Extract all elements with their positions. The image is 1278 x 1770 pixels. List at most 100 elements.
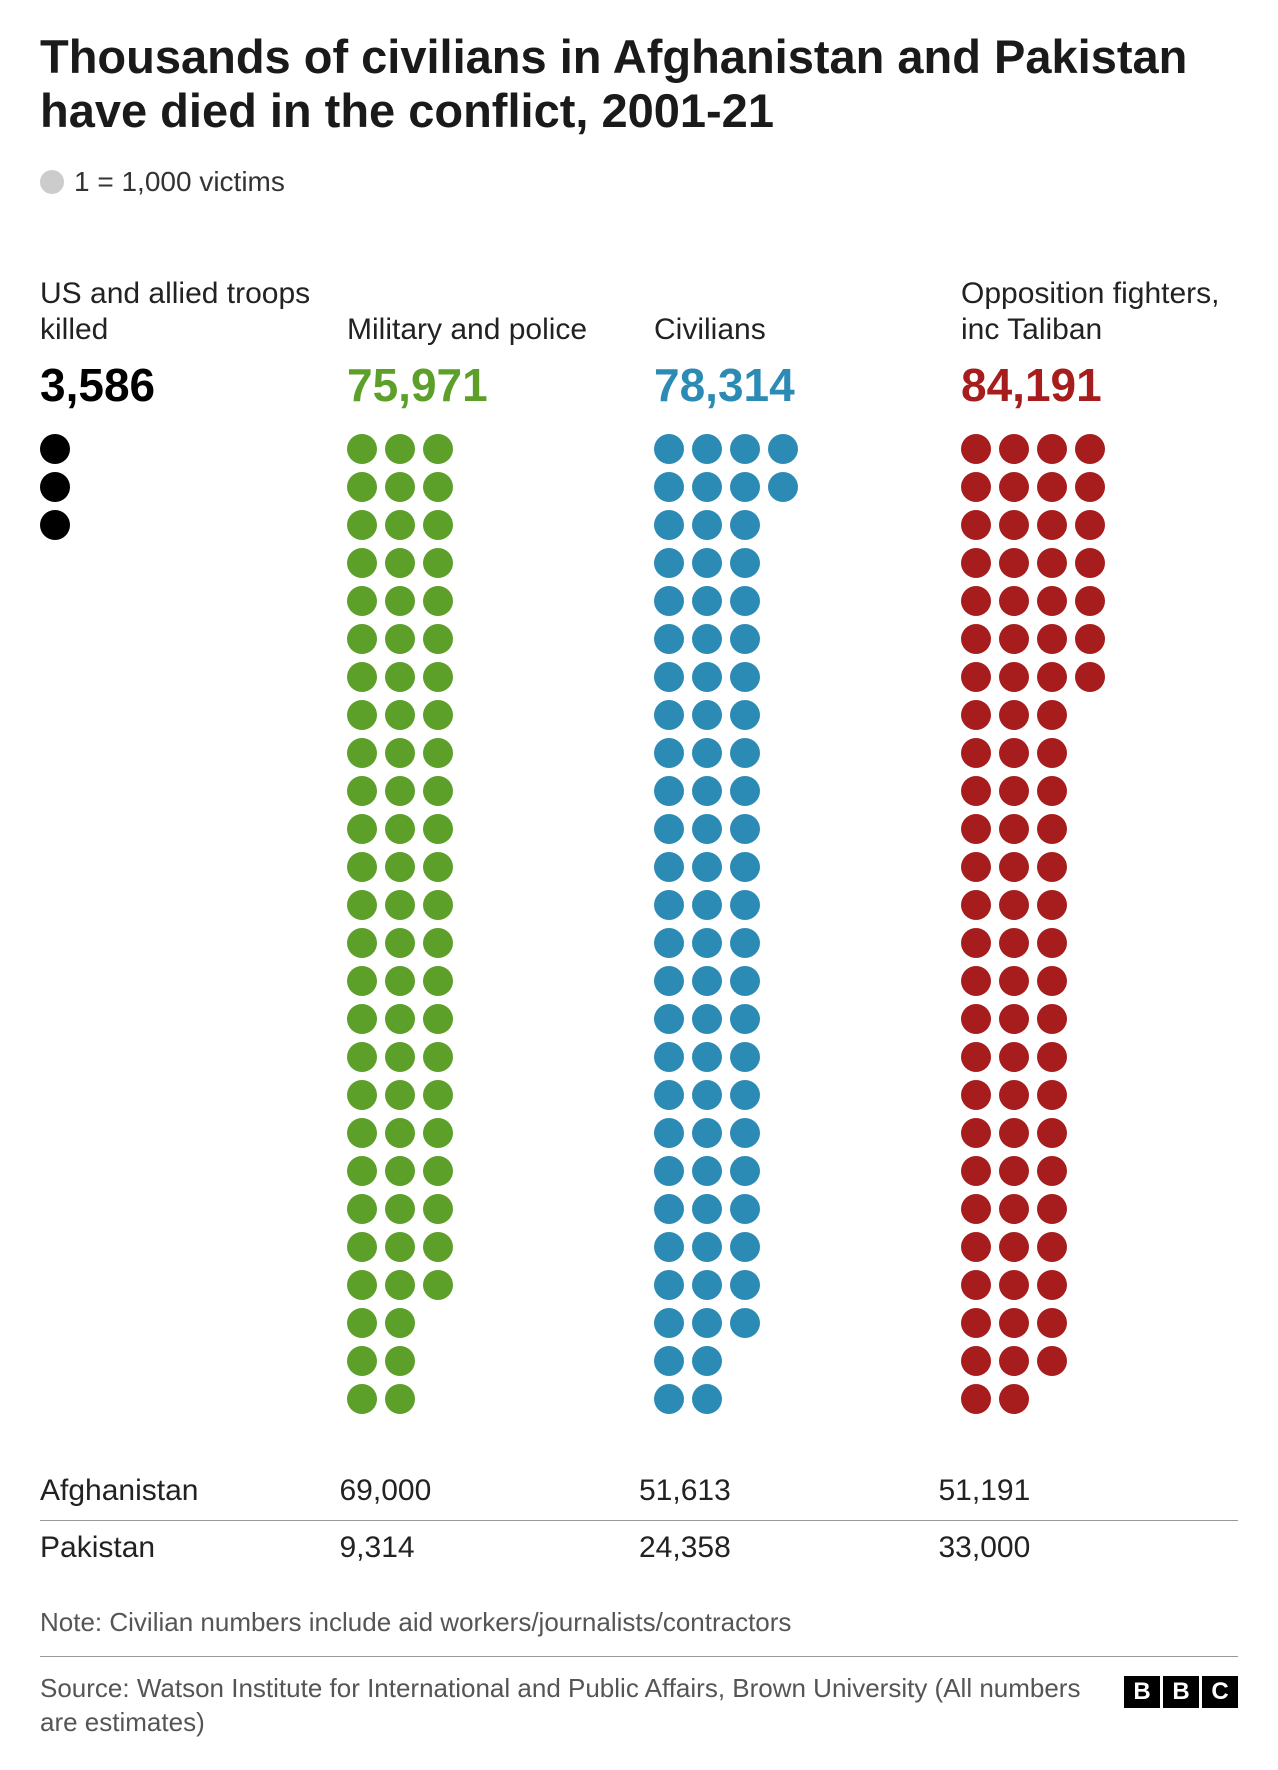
unit-dot-icon <box>654 700 684 730</box>
value-cell: 33,000 <box>939 1521 1239 1578</box>
unit-dot-icon <box>423 1118 453 1148</box>
unit-dot-icon <box>730 510 760 540</box>
unit-dot-icon <box>385 814 415 844</box>
unit-dot-icon <box>1037 624 1067 654</box>
unit-dot-icon <box>385 472 415 502</box>
unit-dot-icon <box>692 1232 722 1262</box>
unit-dot-icon <box>768 434 798 464</box>
unit-dot-icon <box>730 1118 760 1148</box>
chart-title: Thousands of civilians in Afghanistan an… <box>40 30 1238 138</box>
unit-dot-icon <box>347 814 377 844</box>
unit-dot-icon <box>347 776 377 806</box>
unit-dot-icon <box>999 1156 1029 1186</box>
unit-dot-icon <box>385 586 415 616</box>
unit-dot-icon <box>1037 1270 1067 1300</box>
dot-column <box>423 434 453 1300</box>
unit-dot-icon <box>730 1232 760 1262</box>
unit-dot-icon <box>347 1042 377 1072</box>
unit-dot-icon <box>961 776 991 806</box>
unit-dot-icon <box>1037 738 1067 768</box>
value-cell: 9,314 <box>340 1521 640 1578</box>
dot-column <box>1075 434 1105 692</box>
category-value: 75,971 <box>347 358 624 412</box>
unit-dot-icon <box>385 1308 415 1338</box>
unit-dot-icon <box>423 890 453 920</box>
unit-dot-icon <box>692 1118 722 1148</box>
unit-dot-icon <box>385 1232 415 1262</box>
unit-dot-icon <box>423 928 453 958</box>
unit-dot-icon <box>730 1194 760 1224</box>
unit-dot-icon <box>654 1384 684 1414</box>
category-label: Military and police <box>347 238 624 348</box>
unit-dot-icon <box>1075 624 1105 654</box>
unit-dot-icon <box>654 662 684 692</box>
unit-dot-icon <box>1037 1118 1067 1148</box>
category-label: US and allied troops killed <box>40 238 317 348</box>
unit-dot-icon <box>961 814 991 844</box>
unit-dot-icon <box>385 662 415 692</box>
unit-dot-icon <box>999 890 1029 920</box>
unit-dot-icon <box>1037 890 1067 920</box>
unit-dot-icon <box>768 472 798 502</box>
unit-dot-icon <box>40 510 70 540</box>
unit-dot-icon <box>1037 1156 1067 1186</box>
unit-dot-icon <box>1037 776 1067 806</box>
unit-dot-icon <box>730 814 760 844</box>
unit-dot-icon <box>692 1042 722 1072</box>
unit-dot-icon <box>40 472 70 502</box>
unit-dot-icon <box>730 1004 760 1034</box>
unit-dot-icon <box>654 1080 684 1110</box>
unit-dot-icon <box>961 1042 991 1072</box>
unit-dot-icon <box>1037 434 1067 464</box>
unit-dot-icon <box>347 890 377 920</box>
unit-dot-icon <box>1037 662 1067 692</box>
unit-dot-icon <box>692 1270 722 1300</box>
bbc-logo-block: C <box>1202 1676 1238 1708</box>
dot-column <box>730 434 760 1338</box>
value-cell: 51,191 <box>939 1464 1239 1521</box>
unit-dot-icon <box>347 1156 377 1186</box>
unit-dot-icon <box>385 1270 415 1300</box>
unit-dot-icon <box>961 510 991 540</box>
unit-dot-icon <box>1075 472 1105 502</box>
category-column: Military and police 75,971 <box>347 238 624 1434</box>
unit-dot-icon <box>999 548 1029 578</box>
unit-dot-icon <box>654 624 684 654</box>
unit-dot-icon <box>961 852 991 882</box>
unit-dot-icon <box>730 1308 760 1338</box>
unit-dot-icon <box>385 1384 415 1414</box>
unit-dot-icon <box>347 1118 377 1148</box>
unit-dot-icon <box>730 472 760 502</box>
unit-dot-icon <box>423 852 453 882</box>
unit-dot-icon <box>999 814 1029 844</box>
unit-dot-icon <box>347 510 377 540</box>
unit-dot-icon <box>692 510 722 540</box>
unit-dot-icon <box>961 1308 991 1338</box>
source-text: Source: Watson Institute for Internation… <box>40 1672 1094 1740</box>
unit-dot-icon <box>347 1270 377 1300</box>
unit-dot-icon <box>1075 662 1105 692</box>
unit-dot-icon <box>385 1080 415 1110</box>
unit-dot-icon <box>1075 548 1105 578</box>
dot-column <box>385 434 415 1414</box>
category-value: 84,191 <box>961 358 1238 412</box>
unit-dot-icon <box>423 434 453 464</box>
unit-dot-icon <box>423 814 453 844</box>
region-cell: Afghanistan <box>40 1464 340 1521</box>
unit-dot-icon <box>423 472 453 502</box>
unit-dot-icon <box>654 1042 684 1072</box>
unit-dot-icon <box>385 966 415 996</box>
unit-dot-icon <box>961 1156 991 1186</box>
unit-dot-icon <box>654 1308 684 1338</box>
unit-dot-icon <box>692 890 722 920</box>
unit-dot-icon <box>1037 814 1067 844</box>
unit-dot-icon <box>423 1270 453 1300</box>
dot-column <box>1037 434 1067 1376</box>
unit-dot-icon <box>385 434 415 464</box>
unit-dot-icon <box>730 662 760 692</box>
unit-dot-icon <box>423 776 453 806</box>
unit-dot-icon <box>423 1194 453 1224</box>
unit-dot-icon <box>423 700 453 730</box>
unit-dot-icon <box>654 1346 684 1376</box>
unit-dot-icon <box>347 700 377 730</box>
